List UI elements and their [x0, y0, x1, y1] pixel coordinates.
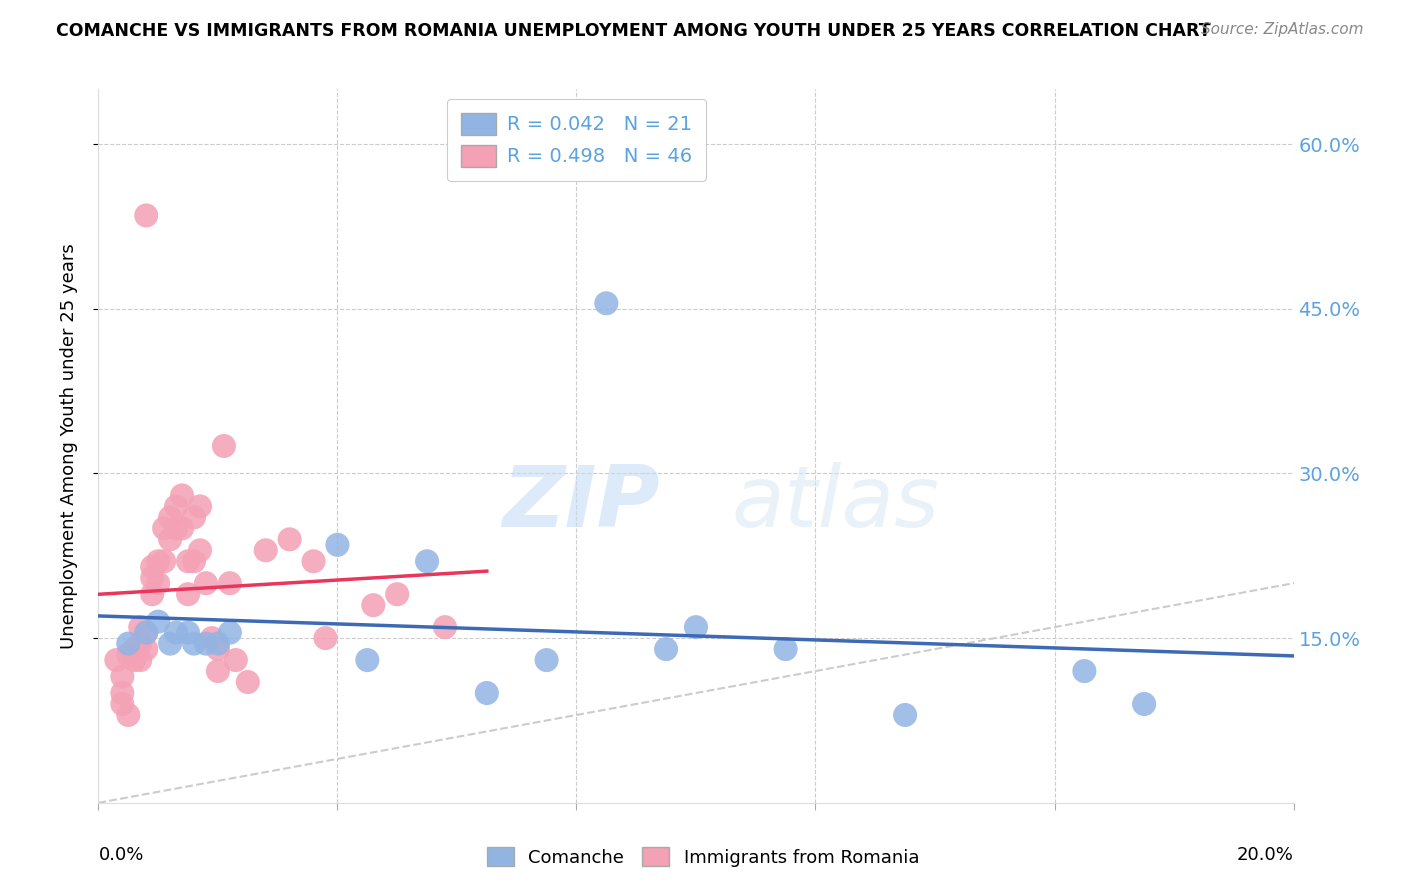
- Point: [129, 653, 152, 667]
- Point: [363, 598, 385, 612]
- Point: [111, 697, 134, 711]
- Point: [177, 554, 200, 568]
- Point: [356, 653, 378, 667]
- Point: [111, 686, 134, 700]
- Point: [141, 587, 163, 601]
- Point: [195, 637, 218, 651]
- Point: [172, 488, 194, 502]
- Point: [135, 642, 157, 657]
- Point: [105, 653, 128, 667]
- Point: [183, 637, 205, 651]
- Point: [153, 554, 176, 568]
- Point: [219, 625, 242, 640]
- Point: [212, 439, 235, 453]
- Point: [183, 510, 205, 524]
- Point: [207, 642, 229, 657]
- Point: [159, 637, 181, 651]
- Text: COMANCHE VS IMMIGRANTS FROM ROMANIA UNEMPLOYMENT AMONG YOUTH UNDER 25 YEARS CORR: COMANCHE VS IMMIGRANTS FROM ROMANIA UNEM…: [56, 22, 1211, 40]
- Point: [117, 637, 139, 651]
- Point: [177, 587, 200, 601]
- Point: [195, 576, 218, 591]
- Point: [894, 708, 917, 723]
- Point: [254, 543, 277, 558]
- Text: 0.0%: 0.0%: [98, 846, 143, 863]
- Point: [302, 554, 325, 568]
- Point: [775, 642, 797, 657]
- Point: [159, 510, 181, 524]
- Point: [153, 521, 176, 535]
- Point: [111, 669, 134, 683]
- Point: [1133, 697, 1156, 711]
- Point: [207, 664, 229, 678]
- Point: [141, 571, 163, 585]
- Point: [536, 653, 558, 667]
- Point: [172, 521, 194, 535]
- Point: [188, 543, 211, 558]
- Point: [183, 554, 205, 568]
- Legend: R = 0.042   N = 21, R = 0.498   N = 46: R = 0.042 N = 21, R = 0.498 N = 46: [447, 99, 706, 181]
- Point: [159, 533, 181, 547]
- Point: [236, 675, 259, 690]
- Point: [1073, 664, 1095, 678]
- Point: [685, 620, 707, 634]
- Point: [595, 296, 617, 310]
- Text: Source: ZipAtlas.com: Source: ZipAtlas.com: [1201, 22, 1364, 37]
- Point: [315, 631, 337, 645]
- Point: [165, 625, 187, 640]
- Point: [135, 209, 157, 223]
- Text: 20.0%: 20.0%: [1237, 846, 1294, 863]
- Point: [201, 631, 224, 645]
- Y-axis label: Unemployment Among Youth under 25 years: Unemployment Among Youth under 25 years: [59, 244, 77, 648]
- Legend: Comanche, Immigrants from Romania: Comanche, Immigrants from Romania: [479, 840, 927, 874]
- Point: [117, 648, 139, 662]
- Point: [655, 642, 678, 657]
- Text: ZIP: ZIP: [502, 461, 661, 545]
- Point: [148, 576, 170, 591]
- Point: [188, 500, 211, 514]
- Point: [124, 653, 146, 667]
- Point: [385, 587, 409, 601]
- Point: [165, 500, 187, 514]
- Point: [148, 554, 170, 568]
- Point: [129, 637, 152, 651]
- Point: [225, 653, 247, 667]
- Point: [434, 620, 457, 634]
- Point: [117, 708, 139, 723]
- Point: [124, 642, 146, 657]
- Point: [207, 637, 229, 651]
- Point: [177, 625, 200, 640]
- Point: [141, 559, 163, 574]
- Point: [475, 686, 498, 700]
- Point: [326, 538, 349, 552]
- Point: [219, 576, 242, 591]
- Point: [148, 615, 170, 629]
- Point: [416, 554, 439, 568]
- Text: atlas: atlas: [733, 461, 939, 545]
- Point: [165, 521, 187, 535]
- Point: [278, 533, 301, 547]
- Point: [135, 625, 157, 640]
- Point: [135, 625, 157, 640]
- Point: [129, 620, 152, 634]
